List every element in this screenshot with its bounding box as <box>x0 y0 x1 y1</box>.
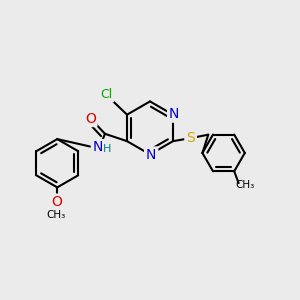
Text: O: O <box>51 195 62 209</box>
Text: CH₃: CH₃ <box>47 210 66 220</box>
Text: N: N <box>146 148 157 162</box>
Text: H: H <box>102 143 111 154</box>
Text: H: H <box>103 143 111 154</box>
Text: O: O <box>84 112 96 126</box>
Text: S: S <box>186 130 196 145</box>
Text: Cl: Cl <box>100 88 113 101</box>
Text: N: N <box>93 140 103 154</box>
Text: CH₃: CH₃ <box>235 180 254 190</box>
Text: N: N <box>168 107 180 122</box>
Text: Cl: Cl <box>100 88 112 101</box>
Text: N: N <box>169 107 179 122</box>
Text: N: N <box>92 140 104 154</box>
Text: O: O <box>85 112 96 126</box>
Text: O: O <box>50 195 62 209</box>
Text: N: N <box>146 148 156 162</box>
Text: S: S <box>186 130 195 145</box>
